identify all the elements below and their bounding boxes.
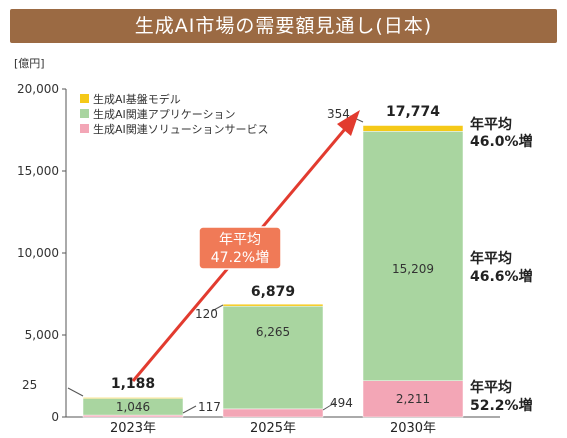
y-tick-label: 10,000 [17, 246, 59, 260]
data-label-applications: 6,265 [256, 325, 290, 339]
bar-segment-solutions [222, 408, 324, 418]
bar-segment-applications [362, 131, 464, 381]
label-leader-line [182, 405, 197, 414]
bar-segment-solutions [362, 380, 464, 418]
data-label-applications: 1,046 [116, 400, 150, 414]
total-label: 17,774 [386, 104, 440, 120]
growth-annotation-label: 年平均 [470, 116, 512, 133]
data-label-solutions: 494 [330, 396, 353, 410]
y-tick-label: 20,000 [17, 82, 59, 96]
growth-annotation-value: 52.2%増 [470, 397, 533, 414]
legend-entry-label: 生成AI関連ソリューションサービス [93, 122, 269, 136]
bar-segment-foundation [362, 125, 464, 132]
y-axis-unit-label: [億円] [14, 57, 45, 70]
label-leader-line [67, 387, 84, 397]
data-label-foundation: 120 [195, 307, 218, 321]
data-label-foundation: 25 [22, 378, 37, 392]
growth-annotation-value: 46.6%増 [470, 268, 533, 285]
overall-growth-callout-box [198, 226, 282, 270]
overall-growth-label: 年平均 [219, 232, 261, 248]
data-label-solutions: 117 [198, 400, 221, 414]
data-label-solutions: 2,211 [396, 392, 430, 406]
total-label: 1,188 [111, 376, 155, 392]
overall-growth-value: 47.2%増 [211, 250, 269, 266]
chart-title-bar: 生成AI市場の需要額見通し(日本) [10, 9, 557, 43]
chart-title: 生成AI市場の需要額見通し(日本) [134, 15, 433, 37]
data-label-foundation: 354 [327, 107, 350, 121]
y-tick-label: 15,000 [17, 164, 59, 178]
total-label: 6,879 [251, 284, 295, 300]
bar-segment-solutions [82, 414, 184, 418]
x-tick-label: 2030年 [390, 421, 436, 436]
x-tick-label: 2025年 [250, 421, 296, 436]
y-tick-label: 0 [51, 410, 59, 424]
legend-swatch-foundation [80, 94, 89, 103]
legend-swatch-solutions [80, 124, 89, 133]
data-label-applications: 15,209 [392, 262, 434, 276]
label-leader-line [211, 304, 224, 312]
arrow-head-icon [337, 110, 360, 136]
growth-annotation-label: 年平均 [470, 250, 512, 267]
legend-swatch-applications [80, 109, 89, 118]
y-tick-label: 5,000 [25, 328, 59, 342]
x-tick-label: 2023年 [110, 421, 156, 436]
legend-entry-label: 生成AI基盤モデル [93, 92, 181, 106]
growth-annotation-value: 46.0%増 [470, 133, 533, 150]
bar-segment-foundation [222, 303, 324, 307]
label-leader-line [322, 401, 337, 411]
growth-annotation-label: 年平均 [470, 379, 512, 396]
bar-segment-foundation [82, 397, 184, 399]
bar-segment-applications [222, 305, 324, 410]
legend-entry-label: 生成AI関連アプリケーション [93, 107, 236, 121]
